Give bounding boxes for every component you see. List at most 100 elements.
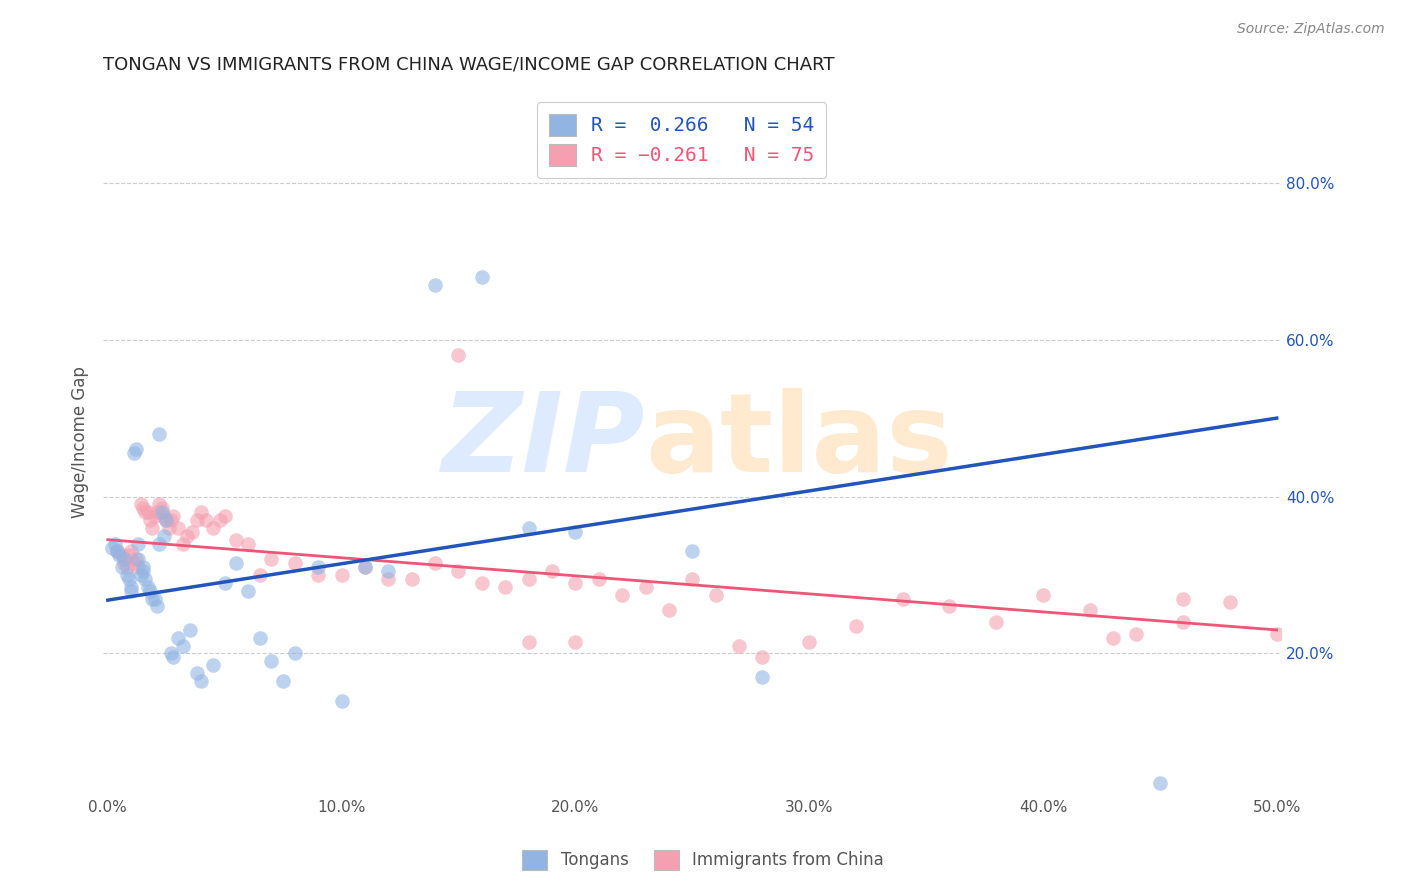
Point [208, 513, 231, 527]
Point [162, 509, 184, 524]
Point [195, 513, 218, 527]
Point [132, 501, 155, 516]
Point [471, 269, 494, 284]
Point [120, 580, 142, 594]
Point [132, 564, 155, 578]
Point [564, 524, 586, 539]
Point [112, 552, 135, 566]
Point [1149, 776, 1171, 790]
Point [236, 583, 259, 598]
Point [125, 552, 148, 566]
Point [891, 591, 914, 606]
Point [134, 572, 156, 586]
Point [160, 647, 183, 661]
Point [162, 650, 184, 665]
Point [146, 505, 169, 519]
Point [249, 568, 271, 582]
Point [127, 536, 149, 550]
Point [111, 560, 134, 574]
Point [751, 670, 773, 684]
Point [172, 639, 194, 653]
Point [1032, 588, 1054, 602]
Point [176, 529, 198, 543]
Point [153, 509, 176, 524]
Point [136, 580, 159, 594]
Point [845, 619, 868, 633]
Point [129, 568, 152, 582]
Point [225, 556, 247, 570]
Point [148, 426, 170, 441]
Point [728, 639, 751, 653]
Point [271, 673, 294, 688]
Y-axis label: Wage/Income Gap: Wage/Income Gap [72, 366, 89, 517]
Point [105, 544, 128, 558]
Point [610, 588, 633, 602]
Point [284, 556, 307, 570]
Point [423, 556, 446, 570]
Point [704, 588, 727, 602]
Point [354, 560, 377, 574]
Point [260, 654, 283, 668]
Point [143, 509, 166, 524]
Point [284, 647, 307, 661]
Point [155, 513, 177, 527]
Point [143, 591, 166, 606]
Point [139, 583, 162, 598]
Point [179, 623, 201, 637]
Point [120, 544, 142, 558]
Point [249, 631, 271, 645]
Point [136, 505, 159, 519]
Point [588, 572, 610, 586]
Point [127, 560, 149, 574]
Point [129, 497, 152, 511]
Text: Source: ZipAtlas.com: Source: ZipAtlas.com [1237, 22, 1385, 37]
Point [120, 583, 142, 598]
Point [236, 536, 259, 550]
Point [541, 564, 564, 578]
Point [146, 599, 169, 614]
Point [225, 533, 247, 547]
Point [172, 536, 194, 550]
Point [125, 442, 148, 457]
Point [186, 666, 208, 681]
Point [658, 603, 681, 617]
Point [118, 572, 141, 586]
Point [104, 536, 127, 550]
Point [564, 634, 586, 648]
Point [401, 572, 423, 586]
Point [447, 564, 470, 578]
Point [517, 521, 540, 535]
Point [141, 521, 163, 535]
Point [148, 536, 170, 550]
Point [115, 568, 138, 582]
Point [1173, 615, 1195, 629]
Point [150, 505, 173, 519]
Point [108, 549, 131, 563]
Point [1265, 627, 1288, 641]
Point [214, 575, 236, 590]
Point [1102, 631, 1125, 645]
Point [111, 549, 134, 563]
Point [354, 560, 377, 574]
Point [494, 580, 516, 594]
Point [260, 552, 283, 566]
Point [132, 560, 155, 574]
Point [751, 650, 773, 665]
Point [214, 509, 236, 524]
Point [167, 521, 190, 535]
Point [938, 599, 960, 614]
Point [160, 513, 183, 527]
Point [1125, 627, 1147, 641]
Point [112, 556, 135, 570]
Point [1078, 603, 1101, 617]
Point [101, 541, 124, 555]
Point [150, 501, 173, 516]
Point [105, 544, 128, 558]
Point [681, 544, 703, 558]
Point [471, 575, 494, 590]
Legend: Tongans, Immigrants from China: Tongans, Immigrants from China [516, 843, 890, 877]
Text: atlas: atlas [645, 388, 952, 495]
Legend: R =  0.266   N = 54, R = −0.261   N = 75: R = 0.266 N = 54, R = −0.261 N = 75 [537, 102, 827, 178]
Point [155, 513, 177, 527]
Point [681, 572, 703, 586]
